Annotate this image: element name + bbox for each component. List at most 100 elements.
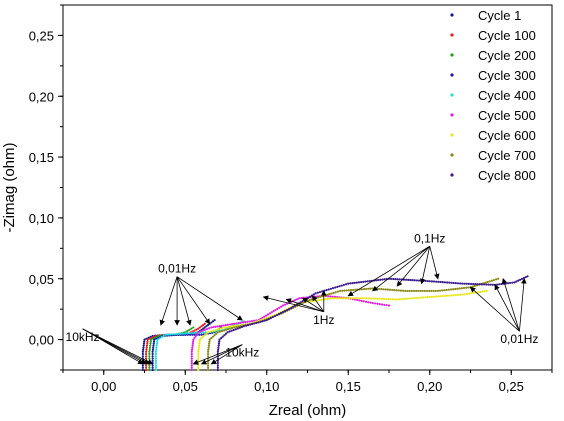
data-point xyxy=(346,297,349,300)
data-point xyxy=(317,296,320,299)
data-point xyxy=(188,328,191,331)
data-point xyxy=(476,291,480,294)
data-point xyxy=(212,325,215,329)
data-point xyxy=(151,368,154,372)
data-point xyxy=(439,295,442,298)
data-point xyxy=(349,289,353,292)
data-point xyxy=(296,298,299,301)
data-point xyxy=(148,364,151,367)
annotation-arrow xyxy=(200,344,243,365)
data-point xyxy=(280,305,283,308)
data-point xyxy=(343,297,347,300)
data-point xyxy=(203,322,206,325)
data-point xyxy=(191,342,194,345)
data-point xyxy=(228,327,232,330)
data-point xyxy=(362,288,366,291)
data-point xyxy=(206,350,210,353)
data-point xyxy=(328,293,331,296)
data-point xyxy=(270,311,273,314)
data-point xyxy=(145,364,148,367)
data-point xyxy=(447,288,450,291)
data-point xyxy=(357,281,361,284)
data-point xyxy=(152,340,156,343)
data-point xyxy=(509,281,512,285)
data-point xyxy=(417,289,420,293)
annotation-arrow xyxy=(311,295,325,312)
data-point xyxy=(343,289,346,292)
data-point xyxy=(389,298,392,301)
data-point xyxy=(462,286,466,290)
data-point xyxy=(265,314,268,317)
data-point xyxy=(480,283,484,286)
series-cycle-500 xyxy=(190,294,391,372)
annotation-arrow xyxy=(210,344,243,365)
data-point xyxy=(238,326,241,329)
data-point xyxy=(482,283,486,286)
data-point xyxy=(360,280,363,284)
data-point xyxy=(325,289,328,292)
legend-label: Cycle 700 xyxy=(478,148,536,163)
data-point xyxy=(283,309,287,313)
data-point xyxy=(424,279,427,283)
data-point xyxy=(190,357,193,360)
data-point xyxy=(352,297,355,300)
data-point xyxy=(379,278,382,281)
data-point xyxy=(179,332,183,335)
data-point xyxy=(460,287,463,290)
data-point xyxy=(356,297,360,300)
y-tick-label: 0,20 xyxy=(29,89,54,104)
data-point xyxy=(515,280,518,283)
legend-label: Cycle 100 xyxy=(478,28,536,43)
data-point xyxy=(459,282,462,285)
data-point xyxy=(467,292,471,295)
data-point xyxy=(148,350,151,353)
data-point xyxy=(331,287,335,290)
data-point xyxy=(359,297,362,300)
annotation: 10kHz xyxy=(192,344,259,365)
legend-marker xyxy=(450,153,454,157)
data-point xyxy=(312,293,315,296)
data-point xyxy=(216,366,219,369)
data-point xyxy=(276,307,279,310)
annotation-label: 10kHz xyxy=(66,330,100,344)
data-point xyxy=(419,289,422,293)
data-point xyxy=(148,366,151,369)
data-point xyxy=(208,340,211,343)
data-point xyxy=(484,281,487,284)
data-point xyxy=(432,280,436,283)
data-point xyxy=(224,332,228,335)
data-point xyxy=(490,279,493,282)
data-point xyxy=(148,355,151,358)
data-point xyxy=(155,348,158,351)
data-point xyxy=(365,297,368,300)
data-point xyxy=(426,296,429,299)
annotation-arrow xyxy=(347,245,430,297)
data-point xyxy=(448,294,451,297)
data-point xyxy=(318,290,322,294)
data-point xyxy=(347,282,350,285)
y-tick-label: 0,05 xyxy=(29,272,54,287)
legend-marker xyxy=(450,133,454,137)
data-point xyxy=(190,366,193,369)
data-point xyxy=(333,297,336,300)
data-point xyxy=(239,321,242,324)
annotation-arrow xyxy=(176,276,211,325)
data-point xyxy=(275,313,279,317)
data-point xyxy=(335,297,338,300)
data-point xyxy=(207,348,210,351)
data-point xyxy=(220,329,224,333)
annotation-arrow xyxy=(301,297,325,313)
data-point xyxy=(392,277,395,281)
data-point xyxy=(360,288,363,291)
data-point xyxy=(203,334,206,337)
data-point xyxy=(428,280,431,283)
legend-label: Cycle 400 xyxy=(478,88,536,103)
legend-label: Cycle 200 xyxy=(478,48,536,63)
data-point xyxy=(151,359,154,362)
data-point xyxy=(329,295,332,298)
data-point xyxy=(456,282,460,285)
data-point xyxy=(156,340,159,343)
data-point xyxy=(154,350,158,353)
data-point xyxy=(253,322,256,325)
data-point xyxy=(355,281,358,284)
